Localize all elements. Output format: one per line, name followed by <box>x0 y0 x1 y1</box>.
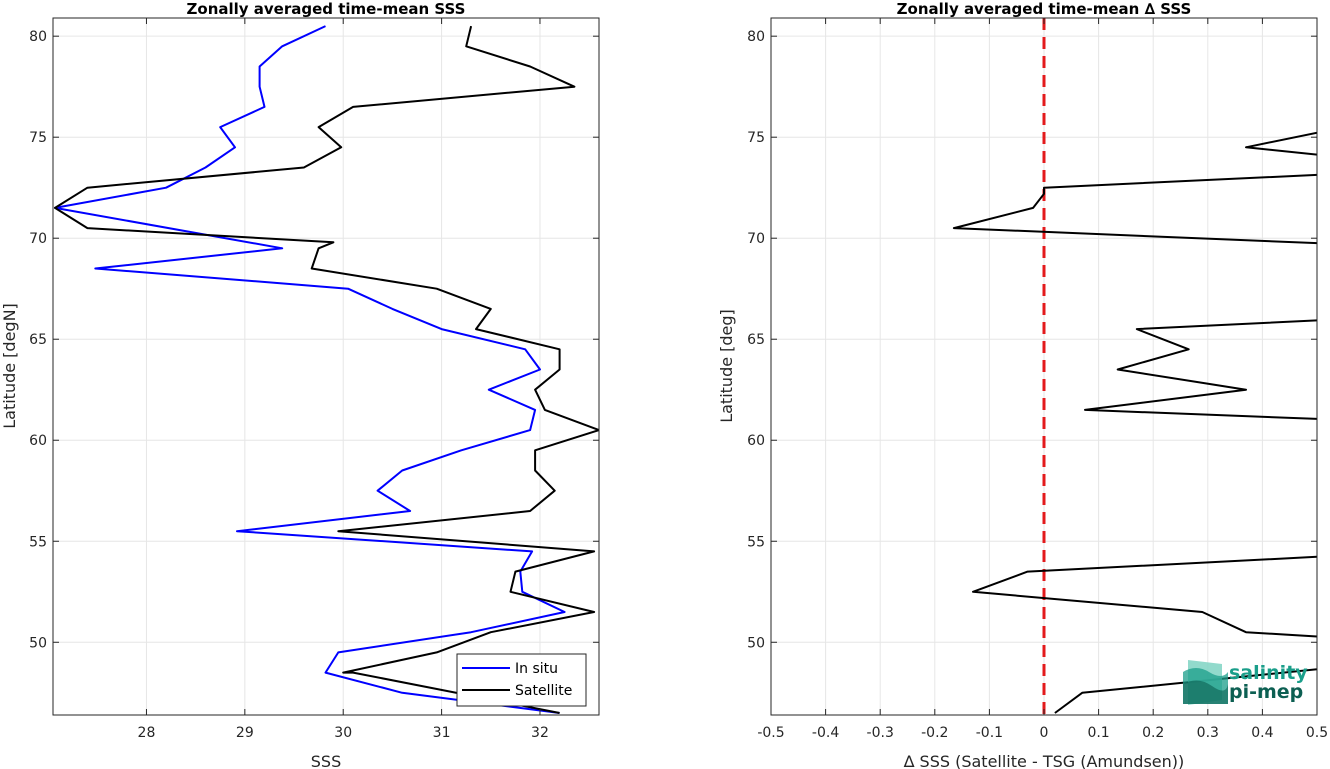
sss-x-axis-label: SSS <box>311 752 341 769</box>
delta-sss-series <box>952 18 1317 715</box>
sss-y-axis-label: Latitude [degN] <box>0 303 19 429</box>
delta-sss-y-tick-label: 80 <box>747 29 765 45</box>
in-situ-series-line <box>54 25 566 714</box>
sss-y-tick-label: 55 <box>29 534 47 550</box>
delta-sss-y-tick-label: 60 <box>747 433 765 449</box>
legend: In situ Satellite <box>456 653 587 707</box>
delta-sss-x-tick-label: -0.4 <box>812 725 839 741</box>
sss-grid <box>53 18 599 715</box>
sss-y-tick-label: 80 <box>29 29 47 45</box>
sss-x-tick-label: 29 <box>236 725 254 741</box>
sss-x-tick-label: 32 <box>531 725 549 741</box>
delta-sss-y-axis-label: Latitude [deg] <box>717 309 736 423</box>
delta-sss-x-tick-label: 0.5 <box>1306 725 1328 741</box>
sss-y-tick-label: 70 <box>29 231 47 247</box>
sss-panel: 28 29 30 31 32 50 55 60 65 70 75 80 Zonally average… <box>0 0 600 769</box>
delta-sss-x-tick-label: 0.2 <box>1142 725 1164 741</box>
delta-sss-axes-box <box>770 17 1318 716</box>
sss-x-tick-label: 28 <box>138 725 156 741</box>
delta-series-line <box>1054 668 1317 714</box>
logo-text-pi-mep: pi-mep <box>1229 681 1303 703</box>
sss-x-tick-label: 31 <box>433 725 451 741</box>
delta-sss-ticks: -0.5 -0.4 -0.3 -0.2 -0.1 0 0.1 0.2 0.3 0.4 0.5 50 55… <box>747 18 1328 741</box>
sss-y-tick-label: 65 <box>29 332 47 348</box>
salinity-pi-mep-logo: salinity pi-mep <box>1183 660 1308 705</box>
delta-sss-y-tick-label: 70 <box>747 231 765 247</box>
legend-insitu-label: In situ <box>515 661 558 677</box>
delta-series-line <box>972 555 1317 638</box>
delta-sss-x-tick-label: 0.3 <box>1197 725 1219 741</box>
sss-y-tick-label: 75 <box>29 130 47 146</box>
delta-sss-x-tick-label: -0.2 <box>921 725 948 741</box>
delta-sss-y-tick-label: 75 <box>747 130 765 146</box>
delta-series-line <box>1245 131 1317 156</box>
sss-y-tick-label: 50 <box>29 635 47 651</box>
delta-sss-y-tick-label: 65 <box>747 332 765 348</box>
delta-sss-x-tick-label: 0.1 <box>1087 725 1109 741</box>
delta-sss-x-axis-label: ∆ SSS (Satellite - TSG (Amundsen)) <box>903 752 1185 769</box>
sss-axes-box <box>52 17 600 716</box>
delta-sss-panel: -0.5 -0.4 -0.3 -0.2 -0.1 0 0.1 0.2 0.3 0.4 0.5 50 55… <box>717 0 1328 769</box>
delta-sss-x-tick-label: -0.1 <box>976 725 1003 741</box>
sss-chart-title: Zonally averaged time-mean SSS <box>187 0 466 18</box>
delta-sss-chart-title: Zonally averaged time-mean ∆ SSS <box>897 0 1192 18</box>
delta-sss-x-tick-label: 0.4 <box>1251 725 1273 741</box>
legend-satellite-label: Satellite <box>515 683 572 699</box>
sss-y-tick-label: 60 <box>29 433 47 449</box>
delta-sss-y-tick-label: 50 <box>747 635 765 651</box>
delta-series-line <box>1084 319 1317 420</box>
delta-sss-x-tick-label: -0.5 <box>757 725 784 741</box>
delta-sss-x-tick-label: 0 <box>1040 725 1049 741</box>
sss-series <box>54 25 599 714</box>
logo-wave-icon <box>1183 660 1228 705</box>
delta-sss-y-tick-label: 55 <box>747 534 765 550</box>
legend-box <box>456 653 587 707</box>
sss-x-tick-label: 30 <box>334 725 352 741</box>
satellite-series-line <box>54 25 599 714</box>
logo-text-salinity: salinity <box>1229 662 1308 684</box>
delta-series-line <box>952 173 1317 245</box>
sss-ticks: 28 29 30 31 32 50 55 60 65 70 75 80 <box>29 18 599 741</box>
delta-sss-x-tick-label: -0.3 <box>867 725 894 741</box>
